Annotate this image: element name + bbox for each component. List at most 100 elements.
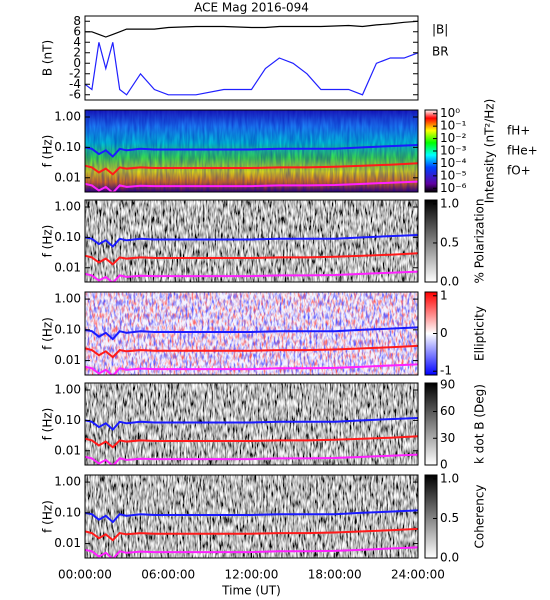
legend-entry: fO+ (507, 164, 531, 178)
y-tick-label: 1.00 (54, 292, 81, 306)
series-line (85, 435, 418, 449)
colorbar-tick-label: 10⁻¹ (440, 119, 467, 133)
y-tick-label: 1.00 (54, 110, 81, 124)
colorbar-tick-label: 60 (440, 404, 455, 418)
series-line (85, 144, 418, 158)
colorbar-tick-label: 10⁻⁴ (440, 156, 467, 170)
colorbar-tick-label: 1.0 (440, 196, 459, 210)
colorbar-tick-label: 10⁻² (440, 131, 467, 145)
y-tick-label: 8 (73, 14, 81, 28)
colorbar-label: k dot B (Deg) (473, 384, 487, 464)
y-tick-label: 1.00 (54, 383, 81, 397)
y-tick-label: 0.01 (54, 443, 81, 457)
colorbar-tick-label: 10⁻³ (440, 144, 467, 158)
series-line (85, 162, 418, 176)
x-axis-label: Time (UT) (221, 584, 281, 598)
y-tick-label: 0.01 (54, 536, 81, 550)
y-axis-label: f (Hz) (41, 317, 55, 350)
legend-entry: fH+ (507, 124, 530, 138)
colorbar-tick-label: 0.5 (440, 511, 459, 525)
series-line (85, 546, 418, 558)
series-line (85, 527, 418, 542)
colorbar-label: % Polarization (473, 199, 487, 284)
plot-area (85, 20, 418, 96)
colorbar-label: Coherency (473, 484, 487, 548)
colorbar (424, 199, 438, 283)
colorbar-tick-label: 1 (440, 288, 448, 302)
colorbar-tick-label: 0 (440, 326, 448, 340)
series-line (85, 252, 418, 266)
x-tick-label: 00:00:00 (58, 568, 112, 582)
x-tick-label: 12:00:00 (225, 568, 279, 582)
colorbar (424, 382, 438, 466)
legend-entry: fHe+ (507, 144, 538, 158)
y-tick-label: 0.01 (54, 260, 81, 274)
series-line (85, 363, 418, 375)
colorbar-tick-label: 0.0 (440, 551, 459, 565)
y-tick-label: 0.10 (54, 140, 81, 154)
y-axis-label: f (Hz) (41, 225, 55, 258)
colorbar-tick-label: 10⁻⁵ (440, 168, 467, 182)
plot-frame (84, 15, 419, 101)
series-line (85, 326, 418, 341)
x-tick-label: 06:00:00 (141, 568, 195, 582)
colorbar-tick-label: -1 (440, 364, 452, 378)
colorbar-tick-label: 1.0 (440, 471, 459, 485)
colorbar-tick-label: 10⁻⁶ (440, 181, 467, 195)
y-tick-label: 4 (73, 35, 81, 49)
y-tick-label: 0 (73, 56, 81, 70)
colorbar-tick-label: 10⁰ (440, 106, 460, 120)
series-line (85, 234, 418, 248)
plot-area (85, 383, 418, 465)
y-axis-label: f (Hz) (41, 408, 55, 441)
colorbar-tick-label: 0 (440, 458, 448, 472)
y-tick-label: 0.10 (54, 413, 81, 427)
y-tick-label: 0.01 (54, 170, 81, 184)
y-tick-label: -2 (69, 66, 81, 80)
plot-area (85, 200, 418, 282)
y-tick-label: -6 (69, 87, 81, 101)
plot-frame (84, 199, 419, 283)
colorbar-tick-label: 0.0 (440, 275, 459, 289)
colorbar-tick-label: 30 (440, 431, 455, 445)
spectrogram-image (85, 200, 418, 282)
series-line (85, 344, 418, 359)
series-line (85, 270, 418, 282)
colorbar (424, 474, 438, 559)
y-axis-label: f (Hz) (41, 500, 55, 533)
plot-frame (84, 382, 419, 466)
spectrogram-texture (85, 110, 418, 192)
x-tick-label: 18:00:00 (308, 568, 362, 582)
y-tick-label: -4 (69, 77, 81, 91)
colorbar-label: Ellipticity (473, 306, 487, 361)
spectrogram-image (85, 475, 418, 558)
colorbar-tick-label: 0.5 (440, 235, 459, 249)
y-tick-label: 2 (73, 45, 81, 59)
chart-title: ACE Mag 2016-094 (194, 1, 309, 15)
spectrogram-image (85, 383, 418, 465)
series-line (85, 509, 418, 524)
y-axis-label: f (Hz) (41, 135, 55, 168)
series-line (85, 180, 418, 192)
y-tick-label: 0.10 (54, 505, 81, 519)
y-axis-label: B (nT) (41, 40, 55, 76)
y-tick-label: 6 (73, 24, 81, 38)
plot-area (85, 475, 418, 558)
legend-entry: |B| (432, 23, 448, 37)
x-tick-label: 24:00:00 (391, 568, 445, 582)
colorbar-label: Intensity (nT²/Hz) (483, 99, 497, 204)
legend-entry: BR (432, 45, 449, 59)
y-tick-label: 0.01 (54, 353, 81, 367)
y-tick-label: 1.00 (54, 200, 81, 214)
series-line (85, 42, 418, 96)
plot-area (85, 110, 418, 192)
plot-area (85, 292, 418, 375)
spectrogram-texture (85, 292, 418, 375)
series-line (85, 20, 418, 38)
y-tick-label: 0.10 (54, 322, 81, 336)
series-line (85, 453, 418, 465)
plot-frame (84, 109, 419, 193)
plot-frame (84, 291, 419, 376)
colorbar-tick-label: 90 (440, 377, 455, 391)
